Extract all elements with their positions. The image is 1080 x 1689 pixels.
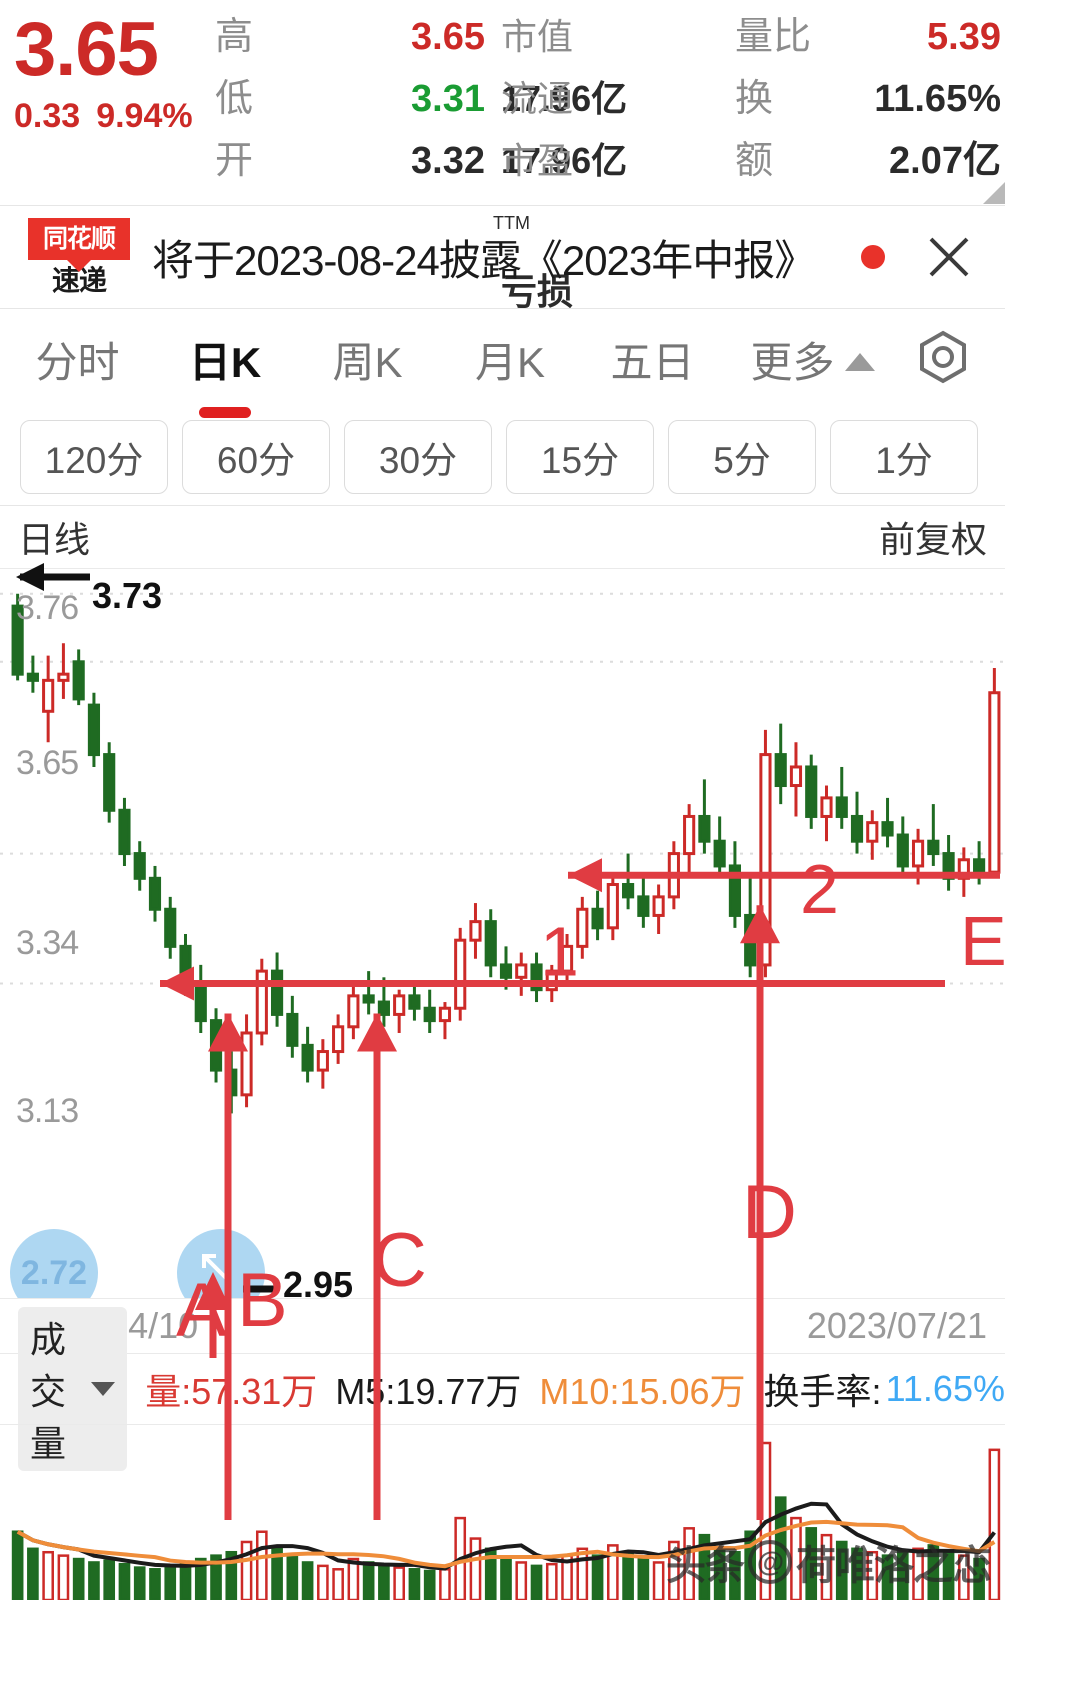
tab-five-day[interactable]: 五日 (610, 338, 695, 386)
value-amount: 2.07亿 (889, 140, 1001, 182)
notice-text: 将于2023-08-24披露《2023年中报》 (152, 236, 816, 284)
logo-top-text: 同花顺 (28, 218, 130, 272)
ohl-values: 3.65 3.31 3.32 (335, 6, 485, 192)
watermark-name: 荷唯洛之恋 (796, 1544, 992, 1588)
indicator-name: 成交量 (30, 1319, 67, 1464)
chart-meta-row: 日线 前复权 (0, 506, 1005, 568)
y-label-334: 3.34 (16, 924, 79, 962)
ohl-labels: 高 低 开 (215, 6, 335, 192)
price-badge-272: 2.72 (10, 1229, 98, 1298)
svg-text:E: E (960, 902, 1005, 980)
chart-period-label: 日线 (18, 519, 91, 560)
chart-adjust-label[interactable]: 前复权 (878, 519, 987, 560)
chevron-up-icon (844, 352, 875, 371)
tab-more[interactable]: 更多 (725, 329, 900, 390)
right-gutter (1005, 0, 1080, 1689)
value-turnover: 11.65% (874, 78, 1001, 120)
interval-chip-15m[interactable]: 15分 (506, 420, 654, 494)
close-icon[interactable] (923, 231, 975, 283)
date-axis: 2023/04/10 2023/07/21 (0, 1298, 1005, 1354)
y-label-313: 3.13 (16, 1092, 79, 1130)
label-amount: 额 (735, 140, 774, 182)
legend-ma10: M10:15.06万 (539, 1371, 746, 1412)
divider (0, 505, 1005, 506)
active-tab-underline (199, 406, 251, 418)
watermark-at-icon: @ (748, 1540, 792, 1584)
volume-legend: 成交量 量:57.31万 M5:19.77万 M10:15.06万 换手率: 1… (0, 1307, 1005, 1471)
date-end: 2023/07/21 (806, 1305, 987, 1346)
pe-ttm-sup: TTM (493, 213, 530, 233)
label-volume-ratio: 量比 (735, 16, 812, 58)
label-high: 高 (215, 16, 254, 58)
interval-chip-120m[interactable]: 120分 (20, 420, 168, 494)
annotation-price-373: 3.73 (92, 575, 163, 616)
legend-ma5: M5:19.77万 (335, 1371, 522, 1412)
interval-chip-60m[interactable]: 60分 (182, 420, 330, 494)
watermark-prefix: 头条 (666, 1544, 745, 1588)
chevron-down-icon (91, 1382, 116, 1396)
label-low: 低 (215, 78, 254, 120)
interval-chips: 120分 60分 30分 15分 5分 1分 (0, 409, 1080, 505)
market-cap-row: 市值 17.96亿 (501, 16, 628, 119)
candlestick-chart[interactable]: 1 2 E 3.76 3.65 3.34 3.13 2.72 3.73 2.95 (0, 568, 1005, 1298)
tab-weekly-k[interactable]: 周K (332, 338, 403, 386)
watermark: 头条 @ 荷唯洛之恋 (666, 1533, 992, 1591)
price-block: 3.65 0.33 9.94% (0, 6, 215, 138)
interval-chip-5m[interactable]: 5分 (668, 420, 816, 494)
right-stat-labels: 量比 换 额 (735, 6, 845, 192)
float-cap-row: 流通 17.96亿 (501, 78, 628, 181)
legend-volume: 量:57.31万 (145, 1371, 318, 1412)
expand-corner-icon[interactable] (983, 182, 1005, 204)
interval-chip-1m[interactable]: 1分 (830, 420, 978, 494)
price-change: 0.33 9.94% (14, 94, 215, 138)
current-price: 3.65 (14, 7, 159, 92)
legend-turnover-value: 11.65% (885, 1368, 1005, 1409)
tab-fenshi[interactable]: 分时 (35, 338, 120, 386)
interval-chip-30m[interactable]: 30分 (344, 420, 492, 494)
market-stats: 市值 17.96亿 流通 17.96亿 市盈 TTM 亏损 (485, 6, 735, 312)
notice-unread-dot (861, 245, 885, 269)
value-high: 3.65 (411, 16, 485, 58)
candlestick-svg: 1 2 E (0, 592, 1005, 1298)
resize-arrow-icon (202, 1254, 228, 1280)
gear-icon[interactable] (911, 327, 975, 391)
value-volume-ratio: 5.39 (927, 16, 1001, 58)
right-stat-values: 5.39 11.65% 2.07亿 (845, 6, 1005, 192)
tab-daily-k[interactable]: 日K (155, 329, 295, 418)
svg-text:1: 1 (540, 912, 579, 990)
indicator-selector[interactable]: 成交量 (18, 1307, 128, 1471)
svg-text:2: 2 (800, 850, 839, 928)
value-low: 3.31 (411, 78, 485, 120)
pe-ratio-row: 市盈 TTM 亏损 (493, 140, 574, 312)
quote-header: 3.65 0.33 9.94% 高 低 开 3.65 3.31 3.32 市值 1… (0, 0, 1005, 312)
tonghuashun-logo: 同花顺 速递 (28, 215, 130, 299)
y-label-376: 3.76 (16, 589, 79, 627)
label-turnover: 换 (735, 78, 774, 120)
tab-monthly-k[interactable]: 月K (474, 338, 545, 386)
value-open: 3.32 (411, 140, 485, 182)
y-label-365: 3.65 (16, 744, 79, 782)
notice-banner[interactable]: 同花顺 速递 将于2023-08-24披露《2023年中报》 (0, 205, 1005, 309)
change-absolute: 0.33 (14, 97, 81, 135)
label-open: 开 (215, 140, 254, 182)
volume-chart[interactable]: 头条 @ 荷唯洛之恋 (0, 1424, 1005, 1600)
change-percent: 9.94% (96, 97, 193, 135)
legend-turnover-label: 换手率: (763, 1371, 882, 1412)
chart-type-tabs: 分时 日K 周K 月K 五日 更多 (0, 309, 1005, 418)
annotation-price-295: 2.95 (283, 1264, 354, 1298)
